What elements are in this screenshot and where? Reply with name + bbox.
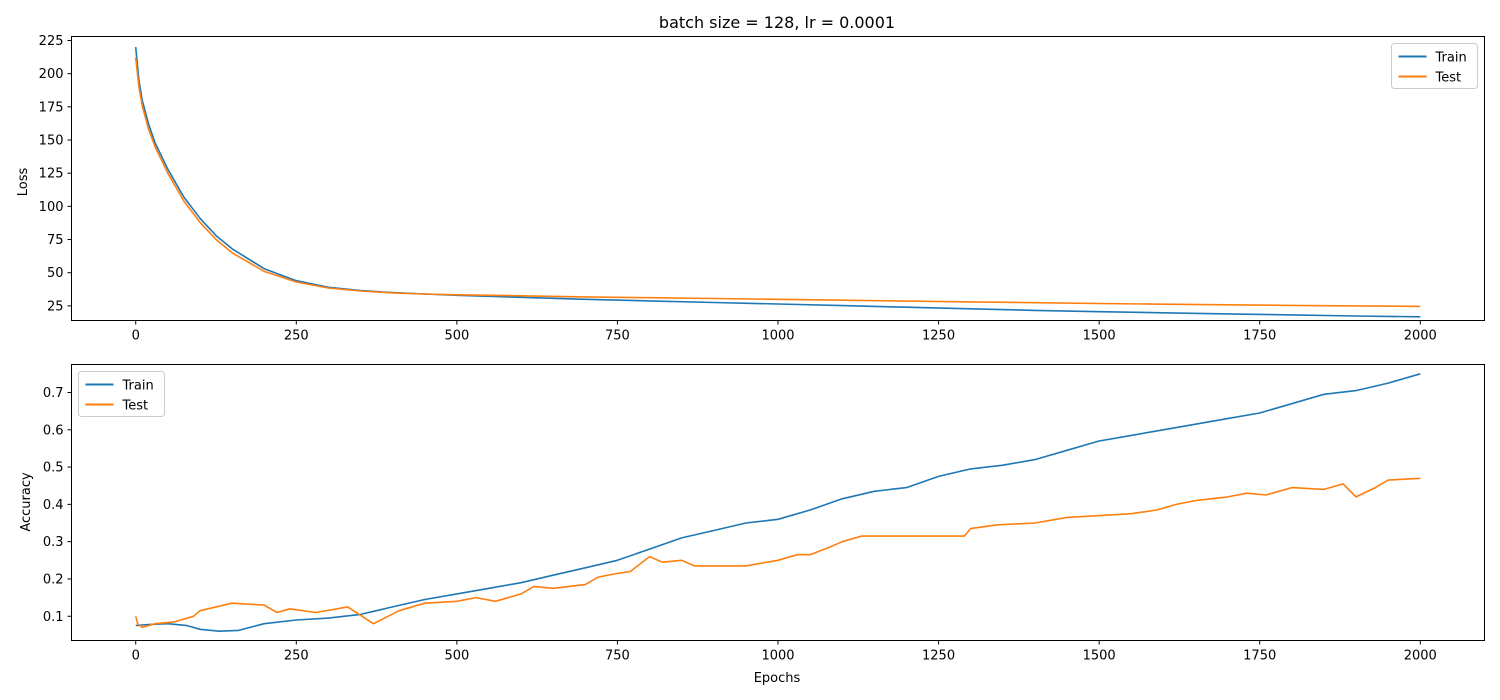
accuracy-x-tick-label: 1250 xyxy=(922,649,955,664)
accuracy-y-tick-label: 0.7 xyxy=(43,386,64,401)
loss-x-tick-label: 2000 xyxy=(1404,329,1437,344)
loss-plot-frame xyxy=(71,36,1485,321)
accuracy-plot-frame xyxy=(71,364,1485,641)
loss-chart-title: batch size = 128, lr = 0.0001 xyxy=(659,13,895,32)
accuracy-y-tick-label: 0.3 xyxy=(43,535,64,550)
accuracy-x-tick-label: 500 xyxy=(444,649,469,664)
accuracy-y-axis-label: Accuracy xyxy=(19,472,34,532)
loss-x-tick-label: 1500 xyxy=(1083,329,1116,344)
loss-y-tick-label: 75 xyxy=(47,233,64,248)
loss-x-tick-label: 750 xyxy=(605,329,630,344)
loss-x-tick-label: 1250 xyxy=(922,329,955,344)
loss-y-tick-label: 200 xyxy=(39,67,64,82)
accuracy-series-train-line xyxy=(135,373,1421,633)
accuracy-x-tick-label: 0 xyxy=(132,649,140,664)
loss-x-tick-label: 500 xyxy=(444,329,469,344)
accuracy-y-tick-label: 0.5 xyxy=(43,461,64,476)
loss-y-tick-label: 175 xyxy=(39,100,64,115)
accuracy-chart: Accuracy Epochs 0 250 500 750 1000 1250 1500 17… xyxy=(19,364,1485,686)
accuracy-y-tick-label: 0.2 xyxy=(43,572,64,587)
loss-x-tick-label: 0 xyxy=(132,329,140,344)
loss-legend-label: Train xyxy=(1435,51,1467,66)
loss-series-train-line xyxy=(134,47,1421,318)
accuracy-x-tick-label: 1000 xyxy=(761,649,794,664)
loss-y-tick-label: 100 xyxy=(39,200,64,215)
accuracy-legend-label: Test xyxy=(122,399,149,414)
accuracy-x-tick-label: 1500 xyxy=(1083,649,1116,664)
loss-series-lines xyxy=(134,47,1421,318)
loss-x-tick-label: 250 xyxy=(284,329,309,344)
loss-y-tick-label: 150 xyxy=(39,134,64,149)
accuracy-series-lines xyxy=(134,373,1421,633)
accuracy-axis-ticks: 0 250 500 750 1000 1250 1500 1750 2000 0.1 0.2 0.3 0… xyxy=(43,386,1437,664)
loss-chart: batch size = 128, lr = 0.0001 Loss 0 250 5… xyxy=(16,13,1485,344)
loss-legend: Train Test xyxy=(1391,43,1478,89)
accuracy-x-axis-label: Epochs xyxy=(754,671,801,686)
accuracy-y-tick-label: 0.6 xyxy=(43,423,64,438)
loss-y-tick-label: 50 xyxy=(47,266,64,281)
accuracy-y-tick-label: 0.4 xyxy=(43,498,64,513)
loss-x-tick-label: 1000 xyxy=(761,329,794,344)
accuracy-x-tick-label: 250 xyxy=(284,649,309,664)
accuracy-series-test-line xyxy=(134,477,1421,629)
loss-y-tick-label: 125 xyxy=(39,167,64,182)
accuracy-legend: Train Test xyxy=(78,371,165,417)
accuracy-x-tick-label: 2000 xyxy=(1404,649,1437,664)
accuracy-legend-label: Train xyxy=(122,379,154,394)
loss-y-tick-label: 25 xyxy=(47,299,64,314)
loss-y-axis-label: Loss xyxy=(16,168,31,197)
loss-series-test-line xyxy=(134,57,1421,308)
accuracy-y-tick-label: 0.1 xyxy=(43,610,64,625)
loss-y-tick-label: 225 xyxy=(39,34,64,49)
loss-legend-label: Test xyxy=(1435,71,1462,86)
loss-axis-ticks: 0 250 500 750 1000 1250 1500 1750 2000 25 50 75 100 1… xyxy=(39,34,1437,344)
loss-x-tick-label: 1750 xyxy=(1243,329,1276,344)
accuracy-x-tick-label: 1750 xyxy=(1243,649,1276,664)
accuracy-x-tick-label: 750 xyxy=(605,649,630,664)
